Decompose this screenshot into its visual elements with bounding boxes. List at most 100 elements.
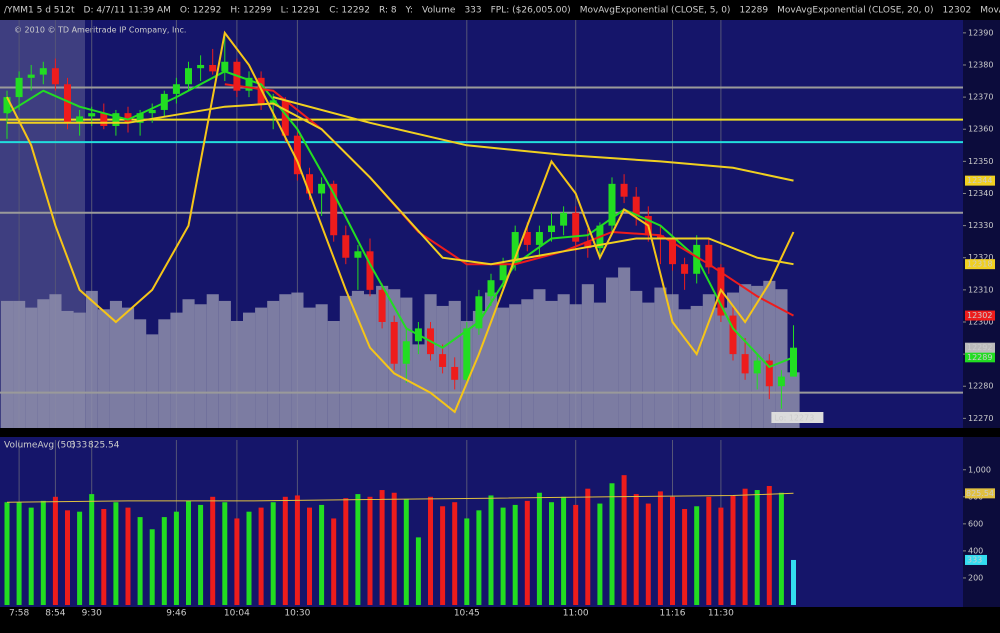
candle-body [136,113,144,123]
volume-bar [488,495,494,605]
legend-value: 12289 [739,6,768,16]
legend-entry: MovAvgExponential (CLOSE, 5, 0) [580,6,731,16]
volume-overlay [557,294,570,428]
x-tick-label: 10:45 [454,609,480,619]
indicator-line [272,96,794,182]
candle-body [148,109,156,114]
volume-bar [173,511,179,605]
value-callout-label: 12318 [967,260,992,269]
volume-bar [331,518,337,605]
candle-body [511,232,519,265]
volume-bar [186,500,191,605]
volume-overlay [255,307,268,428]
candle-body [705,244,713,268]
y-tick-label: 12390 [968,28,993,37]
last-price-label: 12292 [967,343,992,352]
candle-body [669,238,676,265]
last-price-callout [965,342,995,353]
candle-body [88,113,96,117]
candle-body [608,183,616,226]
legend-entry: MovAvgExponential (CLOSE, 20, 0) [777,6,933,16]
volume-overlay [85,290,98,428]
candle-body [39,68,47,75]
candle-body [245,77,253,91]
volume-overlay [49,294,62,428]
volume-bar [791,559,796,605]
candle-body [548,225,555,233]
candle-body [281,100,289,136]
indicator-line [6,30,795,414]
volume-bar [633,494,639,605]
volume-overlay [424,294,437,428]
candle-body [51,68,59,85]
candle-body [777,376,785,387]
volume-bar [40,500,46,605]
candle-body [269,100,277,104]
candle-body [354,251,362,258]
avg-callout-label: 825.54 [966,489,994,498]
header-field: O: 12292 [180,6,221,16]
volume-bar [452,502,458,605]
volume-bar [161,517,167,605]
x-tick-label: 10:30 [284,609,310,619]
volume-bar [645,503,651,605]
volume-bar [367,496,373,605]
volume-bar [65,510,70,605]
volume-bar [246,511,252,605]
volume-overlay [182,299,195,428]
header-field: L: 12291 [281,6,321,16]
volume-overlay [521,299,534,428]
candle-body [475,296,483,329]
volume-bar [609,483,615,605]
y-tick-label: 12280 [968,382,993,391]
volume-bar [561,496,567,605]
legend-value: 12302 [943,6,972,16]
volume-overlay [243,312,256,428]
volume-bar [319,504,325,605]
candle-body [197,64,205,69]
candle-body [185,68,192,85]
volume-overlay [37,299,50,428]
volume-bar [766,485,772,605]
value-callout-label: 12289 [967,353,992,362]
x-tick-label: 11:00 [563,609,589,619]
volume-title: VolumeAvg (50) [4,441,75,451]
indicator-line [7,102,794,266]
volume-bar [16,502,22,605]
volume-bar [113,502,119,605]
value-callout-label: 12344 [967,176,992,185]
volume-overlay [654,287,667,428]
value-callout [965,259,995,270]
volume-bar [585,488,591,605]
volume-bar [778,492,784,605]
y-tick-label: 12310 [968,285,993,294]
volume-bar [670,496,675,605]
x-tick-label: 8:54 [45,609,65,619]
avg-callout [965,488,995,499]
volume-bar [500,507,506,605]
volume-bar [391,492,397,605]
value-callout [965,310,995,321]
symbol: /YMM1 5 d 512t [4,6,75,16]
candle-body [753,360,761,374]
volume-bar [137,517,143,605]
volume-bar [694,506,700,605]
volume-overlay [533,289,546,428]
candle-body [656,235,664,239]
candle-body [342,235,350,258]
volume-overlay [339,295,352,428]
x-tick-label: 10:04 [224,609,250,619]
volume-overlay [25,307,38,428]
volume-bar [294,495,300,605]
volume-bar [415,537,421,605]
candle-body [76,116,84,123]
y-tick-label: 12370 [968,93,993,102]
volume-bar [742,488,748,605]
low-label: Lo: 12273 [774,414,814,423]
vol-callout [965,554,987,565]
candle-body [487,280,495,297]
volume-overlay [678,309,691,428]
candle-body [451,366,459,380]
candle-body [523,232,531,245]
